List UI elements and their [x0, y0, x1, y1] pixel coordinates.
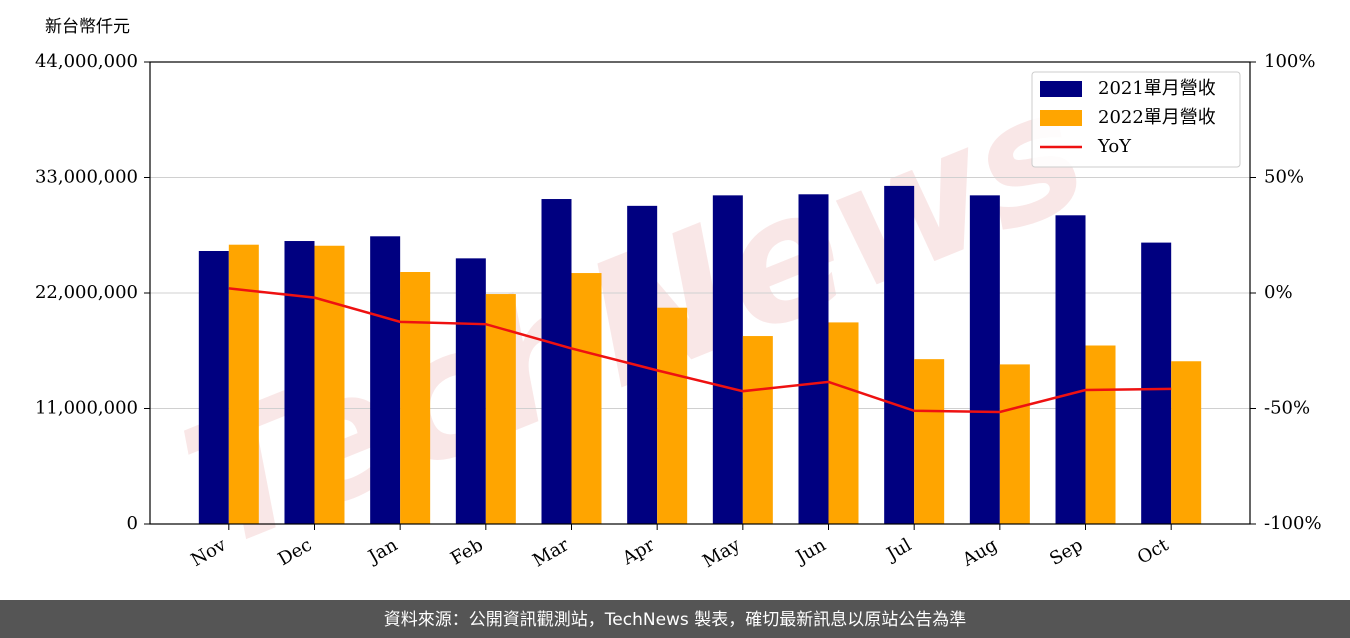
bar [742, 336, 773, 524]
bar [314, 245, 345, 524]
bar [1055, 215, 1086, 525]
y-tick-label: 33,000,000 [35, 167, 138, 188]
y2-tick-label: 0% [1264, 282, 1293, 303]
y-tick-label: 11,000,000 [35, 398, 138, 419]
y-axis-unit: 新台幣仟元 [45, 17, 130, 37]
x-tick-label: Apr [618, 534, 658, 569]
footer-bar [0, 600, 1350, 638]
plot-frame [149, 61, 1251, 525]
x-tick-label: May [699, 534, 744, 572]
bar [798, 194, 829, 525]
bar [712, 195, 743, 524]
bar [1141, 242, 1172, 524]
legend-label: 2022單月營收 [1098, 107, 1216, 128]
legend-label: 2021單月營收 [1098, 78, 1216, 99]
legend: 2021單月營收 2022單月營收 YoY [1031, 71, 1241, 168]
bar [969, 195, 1000, 524]
bar [828, 322, 859, 524]
bar [999, 364, 1030, 524]
y2-tick-label: -100% [1264, 513, 1322, 534]
x-tick-label: Jun [791, 534, 830, 569]
bar [284, 241, 315, 524]
y2-tick-label: 100% [1264, 51, 1315, 72]
x-tick-label: Jan [363, 534, 401, 568]
x-tick-label: Mar [529, 534, 573, 571]
legend-swatch [1040, 81, 1082, 97]
legend-swatch [1040, 110, 1082, 126]
x-tick-label: Sep [1046, 534, 1086, 569]
bar [657, 307, 688, 524]
bar [198, 251, 229, 524]
bar [370, 236, 401, 525]
line [228, 287, 1172, 414]
bar [884, 185, 915, 524]
y-tick-label: 22,000,000 [35, 282, 138, 303]
y2-tick-label: -50% [1264, 398, 1310, 419]
bar [541, 199, 572, 524]
y-tick-label: 44,000,000 [35, 51, 138, 72]
y-tick-label: 0 [127, 513, 138, 534]
footer-text: 資料來源：公開資訊觀測站，TechNews 製表，確切最新訊息以原站公告為準 [384, 610, 966, 630]
bar [228, 244, 259, 524]
bar [455, 258, 486, 524]
bar [1171, 361, 1202, 524]
x-tick-label: Jul [882, 534, 916, 566]
bar [914, 359, 945, 524]
x-tick-label: Aug [958, 534, 1001, 571]
legend-label: YoY [1097, 136, 1132, 157]
x-tick-label: Feb [447, 534, 487, 569]
x-tick-label: Oct [1134, 534, 1173, 569]
bar [571, 273, 602, 524]
bar [400, 272, 431, 524]
legend-box [1031, 71, 1241, 168]
y2-tick-label: 50% [1264, 167, 1304, 188]
bar [1085, 345, 1116, 524]
